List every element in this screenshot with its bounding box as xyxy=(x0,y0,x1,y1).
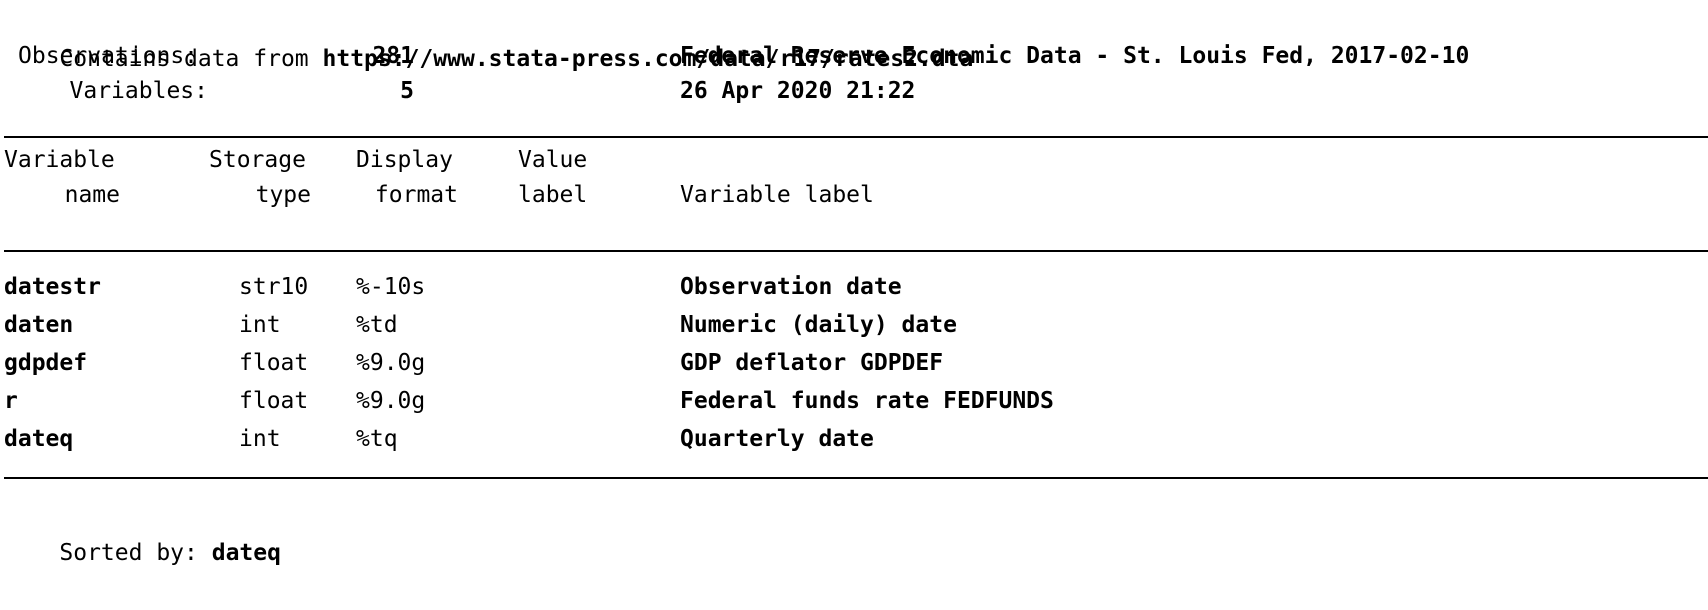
table-row: dateq int %tq Quarterly date xyxy=(4,420,1704,458)
column-header-bottom: name type format label Variable label xyxy=(4,176,1704,214)
stata-describe-output: Contains data from https://www.stata-pre… xyxy=(4,0,1708,566)
dataset-label: Federal Reserve Economic Data - St. Loui… xyxy=(680,43,1470,69)
observations-line: Observations: 281 Federal Reserve Econom… xyxy=(4,37,1704,75)
table-row: daten int %td Numeric (daily) date xyxy=(4,306,1704,344)
sorted-line: Sorted by: dateq xyxy=(4,496,281,566)
col-variable-label: Variable label xyxy=(680,182,874,208)
var-name[interactable]: dateq xyxy=(4,426,74,452)
col-value-bottom: label xyxy=(518,182,588,208)
variables-value: 5 xyxy=(400,78,414,104)
var-label: Numeric (daily) date xyxy=(680,312,957,338)
rule-bottom xyxy=(4,477,1708,479)
variables-line: Variables: 5 26 Apr 2020 21:22 xyxy=(4,72,1704,110)
column-header-top: Variable Storage Display Value xyxy=(4,141,1704,179)
col-display-bottom: format xyxy=(374,182,458,208)
var-format: %9.0g xyxy=(356,388,426,414)
table-row: datestr str10 %-10s Observation date xyxy=(4,268,1704,306)
observations-label: Observations: xyxy=(18,43,199,69)
col-storage-bottom: type xyxy=(255,182,311,208)
var-type: int xyxy=(239,312,281,338)
var-name[interactable]: daten xyxy=(4,312,74,338)
source-url[interactable]: https://www.stata-press.com/data/r17/rat… xyxy=(322,46,974,72)
col-variable-top: Variable xyxy=(4,147,115,173)
var-label: GDP deflator GDPDEF xyxy=(680,350,944,376)
var-name[interactable]: r xyxy=(4,388,18,414)
table-row: r float %9.0g Federal funds rate FEDFUND… xyxy=(4,382,1704,420)
observations-value: 281 xyxy=(372,43,414,69)
sorted-value[interactable]: dateq xyxy=(211,540,281,566)
var-label: Observation date xyxy=(680,274,902,300)
col-storage-top: Storage xyxy=(209,147,306,173)
table-row: gdpdef float %9.0g GDP deflator GDPDEF xyxy=(4,344,1704,382)
var-label: Federal funds rate FEDFUNDS xyxy=(680,388,1054,414)
rule-mid xyxy=(4,250,1708,252)
var-format: %-10s xyxy=(356,274,426,300)
rule-top xyxy=(4,136,1708,138)
sorted-label: Sorted by: xyxy=(59,540,198,566)
contains-prefix: Contains data from xyxy=(59,46,323,72)
contains-line: Contains data from https://www.stata-pre… xyxy=(4,2,973,72)
var-format: %tq xyxy=(356,426,398,452)
col-value-top: Value xyxy=(518,147,588,173)
var-format: %9.0g xyxy=(356,350,426,376)
dataset-timestamp: 26 Apr 2020 21:22 xyxy=(680,78,916,104)
variables-label: Variables: xyxy=(69,78,208,104)
var-type: int xyxy=(239,426,281,452)
col-variable-bottom: name xyxy=(64,182,120,208)
var-type: float xyxy=(239,388,309,414)
var-name[interactable]: datestr xyxy=(4,274,101,300)
var-type: str10 xyxy=(239,274,309,300)
col-display-top: Display xyxy=(356,147,453,173)
var-name[interactable]: gdpdef xyxy=(4,350,88,376)
var-format: %td xyxy=(356,312,398,338)
var-label: Quarterly date xyxy=(680,426,874,452)
var-type: float xyxy=(239,350,309,376)
